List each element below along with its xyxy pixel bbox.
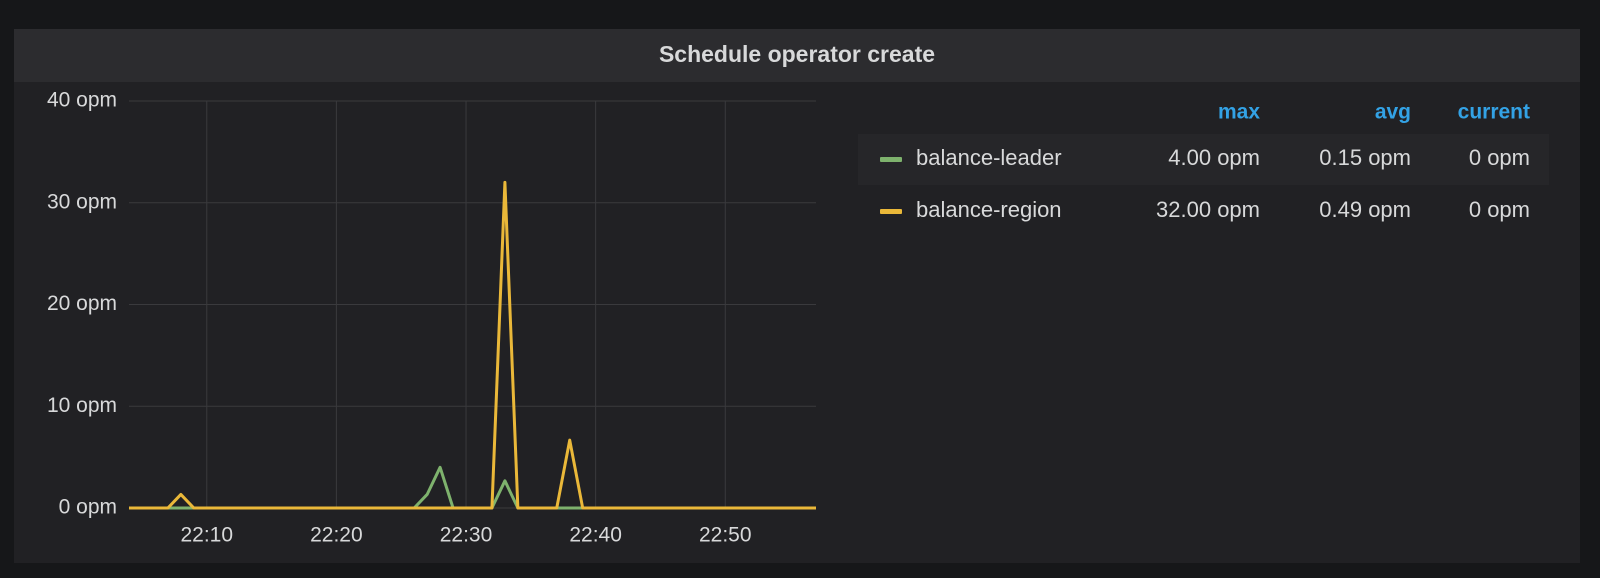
- y-tick-label: 40 opm: [47, 89, 117, 112]
- x-tick-label: 22:20: [310, 524, 363, 547]
- x-tick-label: 22:10: [180, 524, 233, 547]
- legend-swatch: [880, 209, 902, 214]
- panel-header: [14, 29, 1580, 82]
- series-line: [129, 180, 816, 510]
- legend-value: 0 opm: [1469, 145, 1530, 170]
- legend-row-highlight: [858, 134, 1549, 185]
- x-tick-label: 22:30: [440, 524, 493, 547]
- y-tick-label: 0 opm: [59, 496, 117, 519]
- legend-column-header: current: [1458, 101, 1530, 124]
- legend-value: 4.00 opm: [1168, 145, 1260, 170]
- legend-value: 32.00 opm: [1156, 197, 1260, 222]
- y-tick-label: 10 opm: [47, 394, 117, 417]
- legend-column-header: max: [1218, 101, 1260, 124]
- legend-column-header: avg: [1375, 101, 1411, 124]
- legend-value: 0.49 opm: [1319, 197, 1411, 222]
- legend-series-name: balance-leader: [916, 145, 1062, 170]
- legend-value: 0 opm: [1469, 197, 1530, 222]
- legend-series-name: balance-region: [916, 197, 1062, 222]
- x-tick-label: 22:40: [569, 524, 622, 547]
- y-tick-label: 30 opm: [47, 190, 117, 213]
- legend-swatch: [880, 157, 902, 162]
- legend-value: 0.15 opm: [1319, 145, 1411, 170]
- panel-background: [14, 29, 1580, 563]
- y-tick-label: 20 opm: [47, 292, 117, 315]
- x-tick-label: 22:50: [699, 524, 752, 547]
- panel-title: Schedule operator create: [659, 41, 935, 67]
